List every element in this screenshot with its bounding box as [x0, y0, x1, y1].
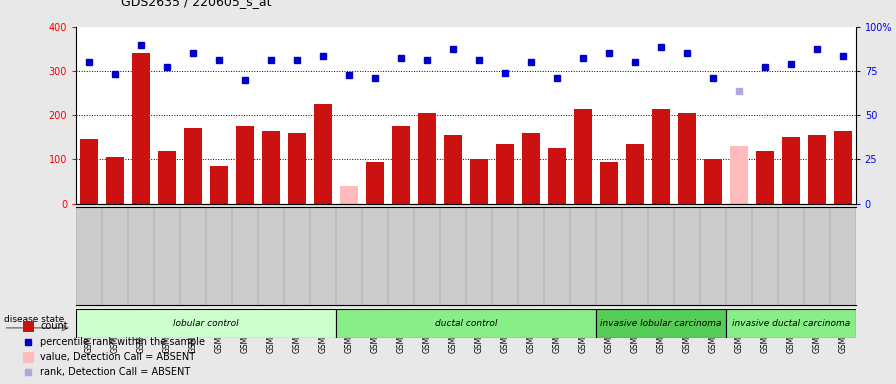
Bar [336, 309, 596, 338]
Bar [288, 133, 306, 204]
Text: lobular control: lobular control [173, 319, 239, 328]
Bar [132, 53, 151, 204]
Bar [599, 162, 618, 204]
Bar [444, 135, 462, 204]
Text: disease state: disease state [4, 315, 64, 324]
Bar [677, 113, 696, 204]
Bar [470, 159, 488, 204]
Bar [158, 151, 177, 204]
Bar [262, 131, 280, 204]
Text: count: count [40, 321, 68, 331]
Bar [703, 159, 722, 204]
Bar [755, 151, 774, 204]
Bar [23, 321, 34, 332]
Text: percentile rank within the sample: percentile rank within the sample [40, 337, 205, 347]
Bar [392, 126, 410, 204]
Bar [521, 133, 540, 204]
Bar [833, 131, 852, 204]
Bar [184, 128, 202, 204]
Bar [729, 146, 748, 204]
Bar [547, 148, 566, 204]
Text: invasive lobular carcinoma: invasive lobular carcinoma [600, 319, 721, 328]
Text: rank, Detection Call = ABSENT: rank, Detection Call = ABSENT [40, 367, 190, 377]
Bar [495, 144, 514, 204]
Bar [76, 309, 336, 338]
Text: value, Detection Call = ABSENT: value, Detection Call = ABSENT [40, 352, 195, 362]
Bar [106, 157, 125, 204]
Text: GDS2635 / 220605_s_at: GDS2635 / 220605_s_at [121, 0, 271, 8]
Bar [781, 137, 800, 204]
Text: invasive ductal carcinoma: invasive ductal carcinoma [732, 319, 849, 328]
Bar [366, 162, 384, 204]
Bar [314, 104, 332, 204]
Bar [340, 186, 358, 204]
Bar [625, 144, 644, 204]
Bar [210, 166, 228, 204]
Bar [573, 109, 592, 204]
Bar [651, 109, 670, 204]
Bar [726, 309, 856, 338]
Bar [236, 126, 254, 204]
Text: ductal control: ductal control [435, 319, 497, 328]
Bar [80, 139, 99, 204]
Bar [418, 113, 436, 204]
Bar [23, 352, 34, 362]
Bar [596, 309, 726, 338]
Bar [807, 135, 826, 204]
